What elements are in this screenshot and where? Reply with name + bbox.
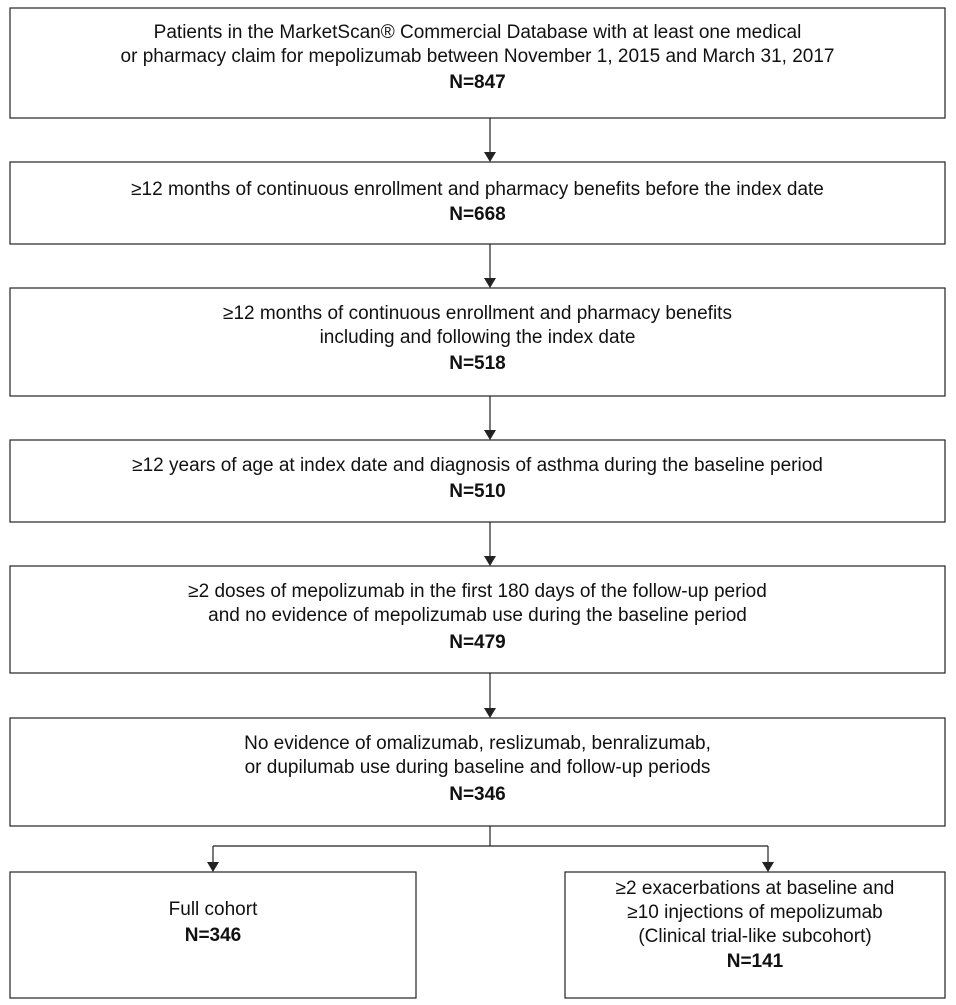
box-text: ≥10 injections of mepolizumab (627, 902, 882, 923)
box (9, 287, 946, 397)
box-text: and no evidence of mepolizumab use durin… (208, 605, 747, 626)
count: N=479 (449, 632, 506, 653)
box-text: ≥12 months of continuous enrollment and … (223, 303, 732, 324)
count: N=847 (449, 72, 506, 93)
count: N=346 (449, 784, 506, 805)
arrowhead (762, 862, 774, 872)
box-text: (Clinical trial-like subcohort) (638, 926, 871, 947)
box (564, 871, 946, 999)
box (9, 565, 946, 674)
arrowhead (484, 152, 496, 162)
box-text: ≥2 doses of mepolizumab in the first 180… (188, 581, 767, 602)
box-text: ≥12 months of continuous enrollment and … (131, 179, 824, 200)
box (9, 439, 946, 523)
arrowhead (207, 862, 219, 872)
box-text: including and following the index date (320, 327, 636, 348)
box-text: ≥12 years of age at index date and diagn… (132, 455, 823, 476)
count: N=668 (449, 204, 506, 225)
box (9, 717, 946, 827)
count: N=141 (727, 951, 784, 972)
count: N=510 (449, 481, 506, 502)
arrowhead (484, 430, 496, 440)
arrowhead (484, 278, 496, 288)
box-text: No evidence of omalizumab, reslizumab, b… (244, 733, 711, 754)
box-text: or dupilumab use during baseline and fol… (245, 757, 711, 778)
count: N=518 (449, 353, 506, 374)
box-text: ≥2 exacerbations at baseline and (616, 878, 895, 899)
box (9, 161, 946, 245)
box (9, 871, 417, 999)
arrowhead (484, 708, 496, 718)
box-text: or pharmacy claim for mepolizumab betwee… (121, 46, 835, 67)
box (9, 7, 946, 119)
box-text: Patients in the MarketScan® Commercial D… (154, 22, 802, 43)
arrowhead (484, 556, 496, 566)
box-text: Full cohort (169, 899, 258, 920)
count: N=346 (185, 925, 242, 946)
